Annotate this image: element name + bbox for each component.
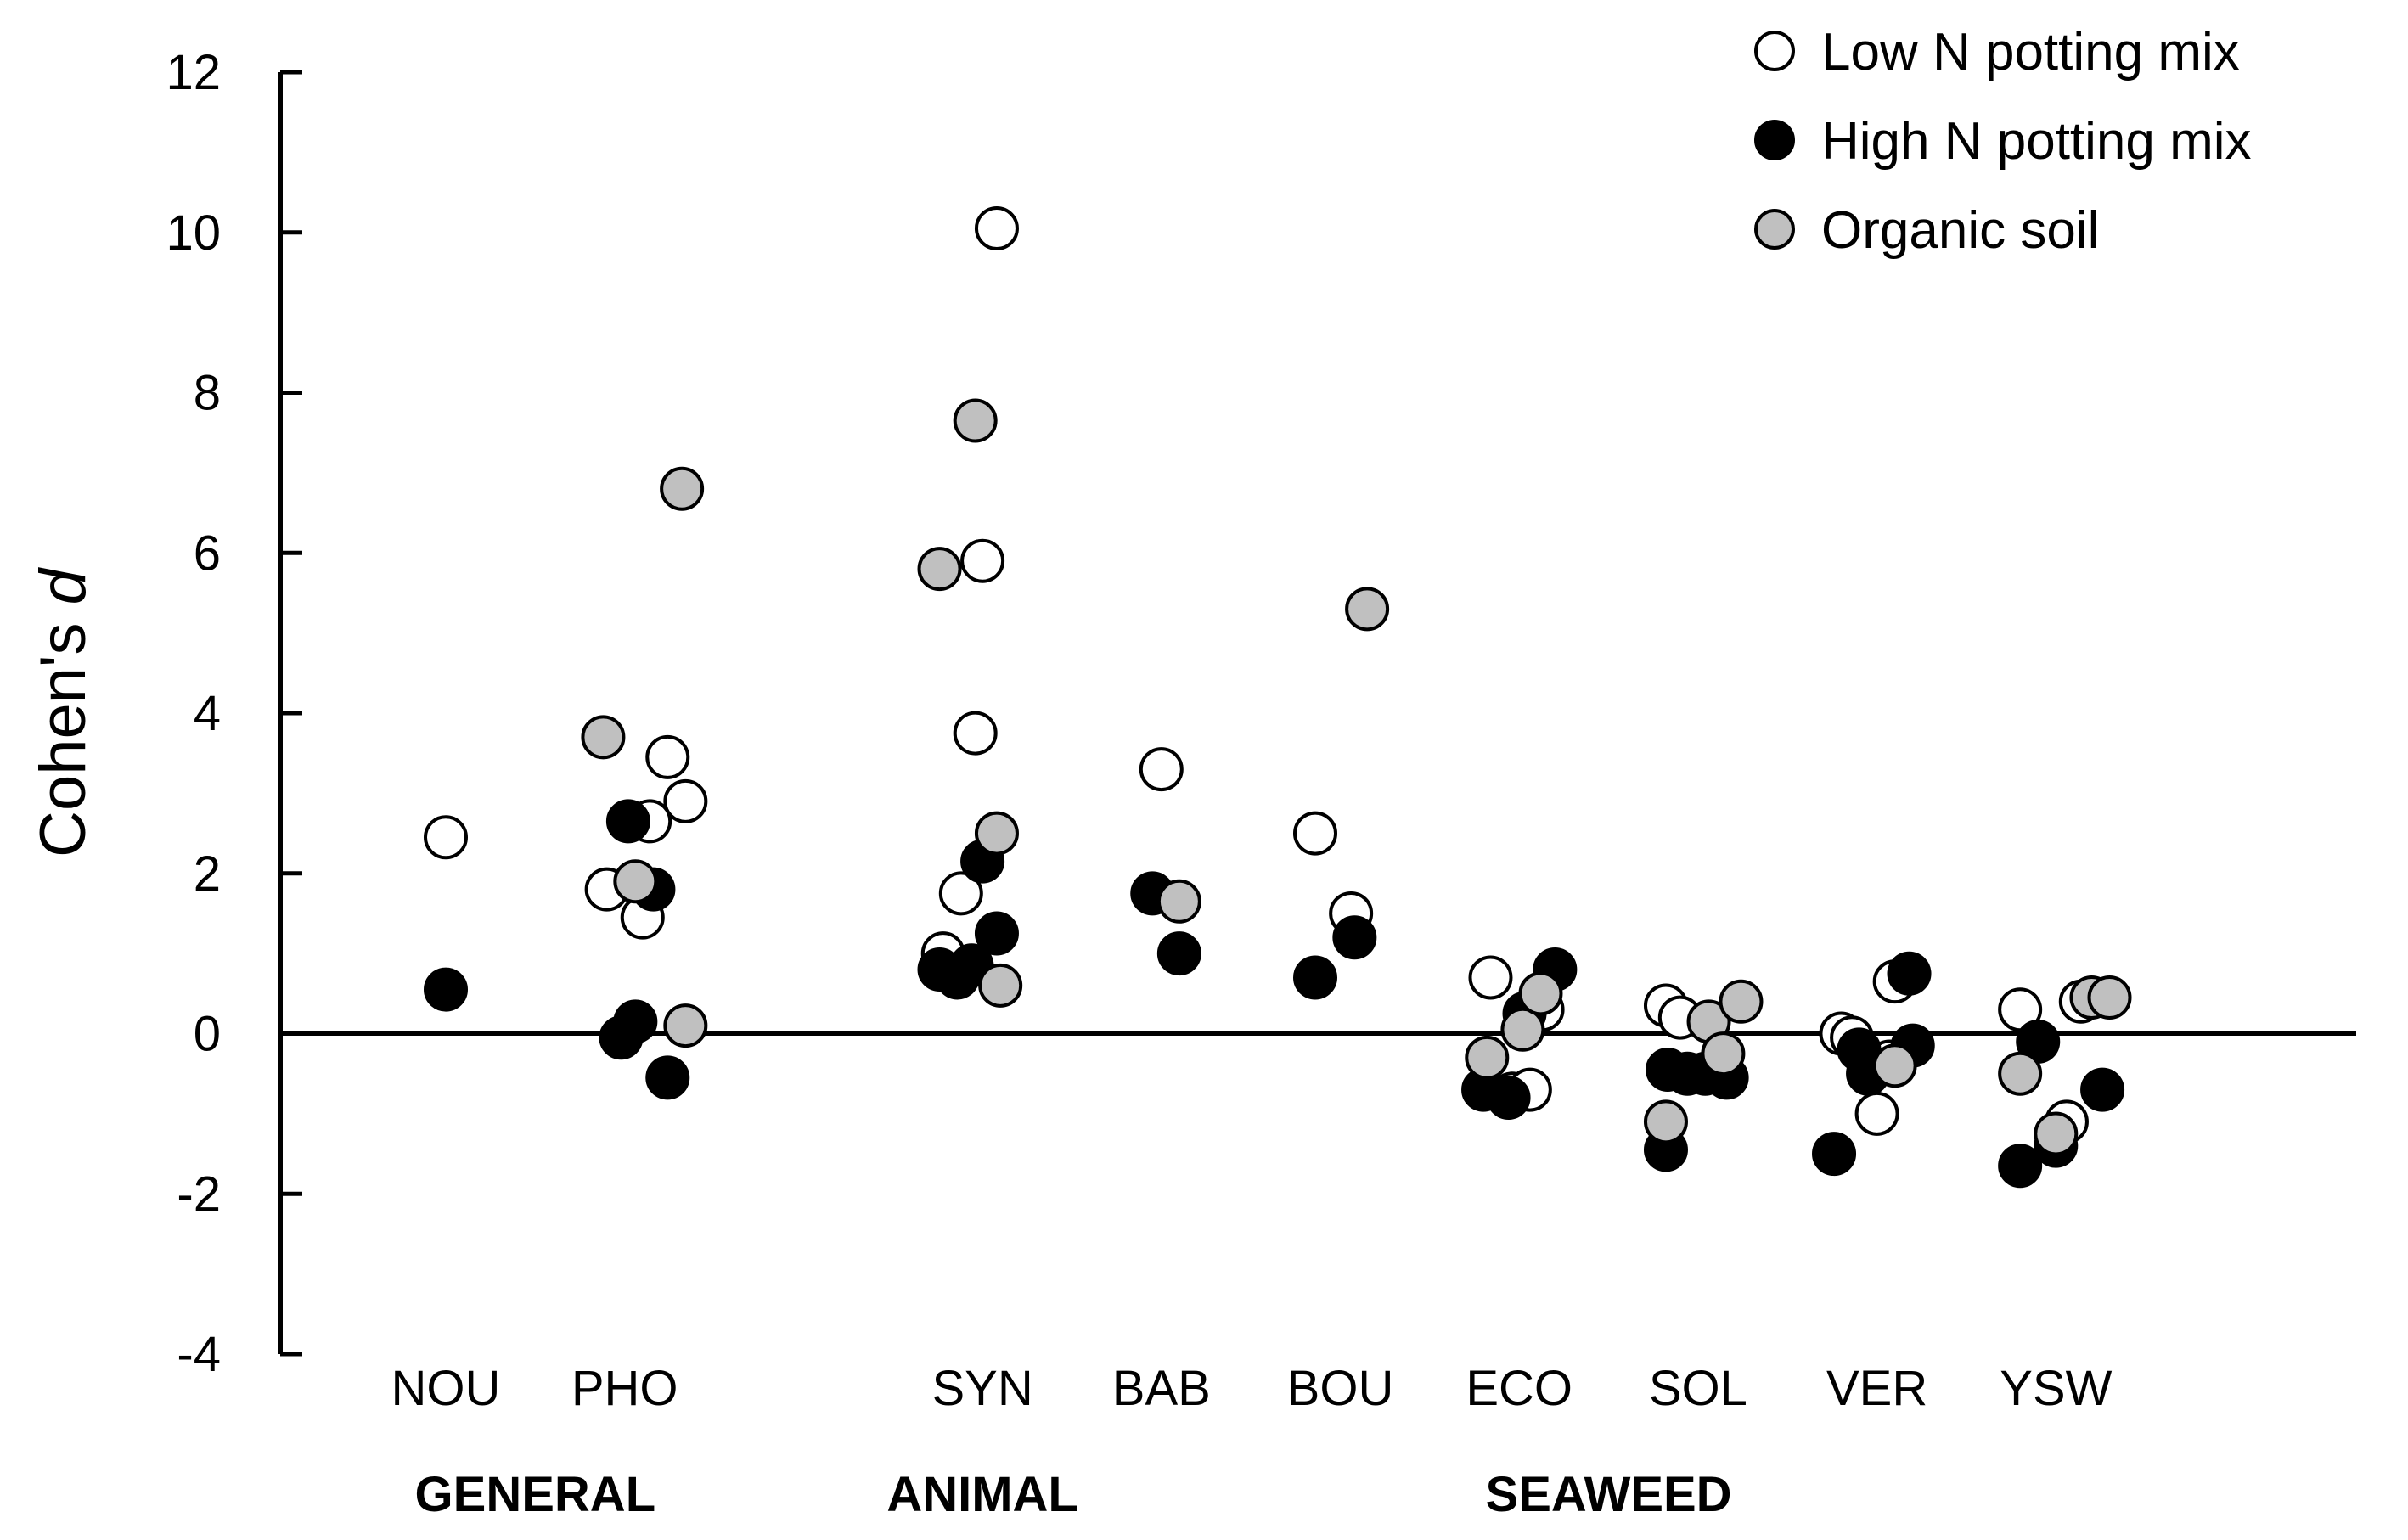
- data-point-organic-soil: [1643, 1099, 1688, 1144]
- legend-marker: [1754, 209, 1795, 250]
- data-point-organic-soil: [1518, 971, 1563, 1016]
- x-category-label: BAB: [1112, 1361, 1211, 1416]
- data-point-high-n-potting-mix: [974, 911, 1019, 956]
- y-tick-label: 12: [166, 45, 221, 100]
- data-point-organic-soil: [1465, 1035, 1510, 1080]
- data-point-high-n-potting-mix: [605, 799, 650, 844]
- data-point-organic-soil: [1701, 1031, 1746, 1076]
- x-category-label: PHO: [571, 1361, 678, 1416]
- data-point-organic-soil: [2034, 1111, 2079, 1156]
- data-point-high-n-potting-mix: [1887, 951, 1932, 996]
- data-point-organic-soil: [581, 715, 626, 760]
- y-tick-label: 4: [194, 686, 221, 741]
- y-tick-label: 2: [194, 846, 221, 902]
- legend-marker: [1754, 31, 1795, 71]
- y-axis-label: Cohen's d: [27, 566, 99, 857]
- data-point-low-n-potting-mix: [974, 206, 1019, 251]
- data-point-organic-soil: [917, 547, 962, 592]
- y-tick-label: 6: [194, 526, 221, 581]
- x-category-label: VER: [1826, 1361, 1927, 1416]
- data-point-organic-soil: [974, 811, 1019, 856]
- data-point-organic-soil: [660, 466, 705, 511]
- data-point-low-n-potting-mix: [938, 871, 983, 916]
- data-point-low-n-potting-mix: [645, 734, 690, 779]
- y-tick-label: 8: [194, 366, 221, 421]
- data-point-high-n-potting-mix: [1156, 931, 1201, 976]
- data-point-low-n-potting-mix: [424, 815, 468, 860]
- data-point-organic-soil: [2087, 975, 2132, 1020]
- data-point-organic-soil: [663, 1003, 708, 1048]
- y-tick-label: -4: [177, 1327, 221, 1382]
- data-point-high-n-potting-mix: [2080, 1067, 2125, 1112]
- data-point-high-n-potting-mix: [645, 1055, 690, 1100]
- data-point-high-n-potting-mix: [1812, 1132, 1857, 1177]
- data-point-organic-soil: [1719, 979, 1764, 1024]
- x-category-label: NOU: [391, 1361, 501, 1416]
- data-point-low-n-potting-mix: [1468, 955, 1513, 1000]
- data-point-organic-soil: [978, 963, 1023, 1008]
- x-category-label: YSW: [2000, 1361, 2112, 1416]
- data-point-high-n-potting-mix: [613, 999, 658, 1044]
- data-point-high-n-potting-mix: [1998, 1144, 2043, 1189]
- x-category-label: BOU: [1287, 1361, 1394, 1416]
- x-category-label: SOL: [1649, 1361, 1747, 1416]
- data-point-organic-soil: [1500, 1007, 1545, 1052]
- group-label: GENERAL: [415, 1467, 656, 1522]
- data-point-organic-soil: [953, 398, 998, 443]
- legend-marker: [1754, 120, 1795, 160]
- legend-label: Low N potting mix: [1821, 23, 2240, 81]
- legend-label: High N potting mix: [1821, 112, 2252, 171]
- data-point-low-n-potting-mix: [1854, 1091, 1899, 1136]
- data-point-organic-soil: [1998, 1051, 2043, 1096]
- axis-labels: -4 -2 0 2 4 6 8 10 12 NOU PHO SYN BAB BOU ECO SOL VER YSW…: [27, 45, 2113, 1522]
- data-point-high-n-potting-mix: [1332, 915, 1377, 960]
- data-points: [424, 206, 2132, 1189]
- data-point-organic-soil: [1345, 587, 1390, 632]
- group-label: SEAWEED: [1486, 1467, 1732, 1522]
- x-category-label: SYN: [931, 1361, 1032, 1416]
- group-label: ANIMAL: [886, 1467, 1078, 1522]
- data-point-low-n-potting-mix: [1293, 811, 1338, 856]
- data-point-organic-soil: [613, 859, 658, 904]
- data-point-low-n-potting-mix: [960, 538, 1005, 583]
- legend-label: Organic soil: [1821, 201, 2099, 260]
- y-tick-label: 0: [194, 1007, 221, 1062]
- legend: Low N potting mix High N potting mix Organ…: [1754, 23, 2252, 260]
- data-point-low-n-potting-mix: [1139, 747, 1184, 792]
- data-point-low-n-potting-mix: [953, 711, 998, 756]
- data-point-high-n-potting-mix: [1486, 1076, 1531, 1120]
- data-point-organic-soil: [1872, 1043, 1917, 1088]
- y-tick-label: -2: [177, 1166, 221, 1222]
- x-category-label: ECO: [1466, 1361, 1573, 1416]
- data-point-low-n-potting-mix: [663, 778, 708, 823]
- data-point-high-n-potting-mix: [424, 967, 468, 1012]
- y-tick-label: 10: [166, 205, 221, 261]
- data-point-high-n-potting-mix: [1293, 955, 1338, 1000]
- data-point-organic-soil: [1156, 879, 1201, 924]
